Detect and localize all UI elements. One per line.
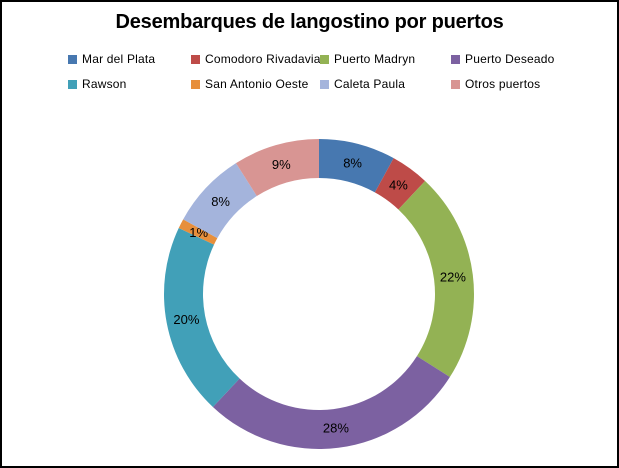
- legend-swatch-icon: [68, 54, 77, 64]
- legend-label: Comodoro Rivadavia: [205, 52, 321, 66]
- donut-segment-mar-del-plata[interactable]: [319, 139, 394, 193]
- legend-item-puerto-madryn[interactable]: Puerto Madryn: [320, 52, 451, 66]
- legend-item-otros-puertos[interactable]: Otros puertos: [451, 77, 555, 91]
- legend-swatch-icon: [68, 79, 77, 89]
- legend-item-san-antonio-oeste[interactable]: San Antonio Oeste: [191, 77, 320, 91]
- legend-swatch-icon: [451, 54, 460, 64]
- slice-label-puerto-madryn: 22%: [440, 270, 466, 285]
- legend-item-rawson[interactable]: Rawson: [68, 77, 191, 91]
- slice-label-comodoro-rivadavia: 4%: [389, 177, 408, 192]
- slice-label-mar-del-plata: 8%: [343, 156, 362, 171]
- donut-segment-comodoro-rivadavia[interactable]: [374, 158, 426, 210]
- legend-label: Mar del Plata: [82, 52, 156, 66]
- legend-swatch-icon: [191, 79, 200, 89]
- donut-segment-puerto-madryn[interactable]: [398, 181, 474, 378]
- legend-swatch-icon: [191, 54, 200, 64]
- legend-label: Puerto Deseado: [465, 52, 555, 66]
- donut-segment-san-antonio-oeste[interactable]: [178, 219, 218, 245]
- legend-item-puerto-deseado[interactable]: Puerto Deseado: [451, 52, 555, 66]
- legend-swatch-icon: [451, 79, 460, 89]
- donut-segment-rawson[interactable]: [163, 228, 240, 407]
- legend-swatch-icon: [320, 54, 329, 64]
- donut-segment-caleta-paula[interactable]: [183, 163, 257, 239]
- donut-segment-puerto-deseado[interactable]: [212, 356, 450, 449]
- legend-swatch-icon: [320, 79, 329, 89]
- legend-item-mar-del-plata[interactable]: Mar del Plata: [68, 52, 191, 66]
- legend-label: San Antonio Oeste: [205, 77, 309, 91]
- legend: Mar del Plata Comodoro Rivadavia Puerto …: [68, 52, 555, 91]
- legend-label: Rawson: [82, 77, 127, 91]
- legend-item-caleta-paula[interactable]: Caleta Paula: [320, 77, 451, 91]
- legend-label: Puerto Madryn: [334, 52, 416, 66]
- legend-item-comodoro-rivadavia[interactable]: Comodoro Rivadavia: [191, 52, 320, 66]
- slice-label-caleta-paula: 8%: [211, 194, 230, 209]
- slice-label-puerto-deseado: 28%: [323, 420, 349, 435]
- legend-label: Otros puertos: [465, 77, 541, 91]
- chart-title: Desembarques de langostino por puertos: [115, 11, 504, 33]
- slice-label-rawson: 20%: [173, 312, 199, 327]
- legend-label: Caleta Paula: [334, 77, 406, 91]
- donut-segment-otros-puertos[interactable]: [235, 139, 319, 197]
- slice-label-otros-puertos: 9%: [272, 157, 291, 172]
